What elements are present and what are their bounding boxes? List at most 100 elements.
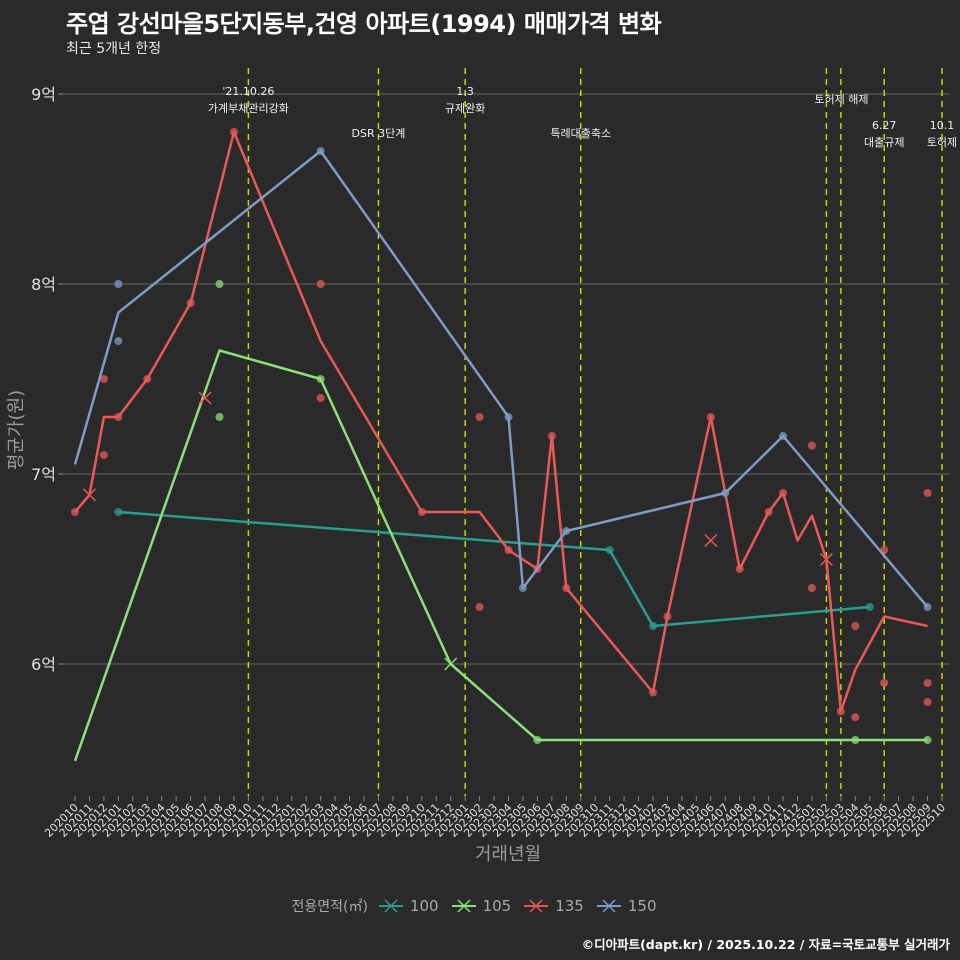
- data-point: [923, 603, 932, 611]
- source-caption: ©디아파트(dapt.kr) / 2025.10.22 / 자료=국토교통부 실…: [581, 937, 950, 952]
- data-point: [836, 707, 845, 716]
- legend-item-150: 150: [596, 896, 661, 916]
- data-point: [114, 413, 123, 421]
- data-point: [114, 508, 123, 516]
- cross-marker: [82, 488, 96, 502]
- policy-label: 10.1: [930, 119, 955, 132]
- data-point: [562, 584, 571, 592]
- cross-line-icon: [596, 899, 621, 913]
- policy-label: '21.10.26: [222, 85, 274, 98]
- y-tick-label: 8억: [31, 275, 56, 294]
- series-100: [114, 508, 874, 630]
- series-105: [73, 280, 932, 762]
- data-point: [721, 489, 730, 497]
- data-point: [923, 736, 932, 744]
- data-point: [649, 622, 657, 630]
- data-point: [851, 713, 860, 722]
- data-point: [316, 375, 325, 383]
- policy-label: 대출규제: [864, 136, 904, 149]
- data-point: [316, 394, 325, 402]
- data-point: [807, 441, 816, 450]
- cross-marker: [444, 657, 458, 671]
- data-point: [851, 736, 860, 744]
- data-point: [114, 280, 123, 288]
- x-axis: 2020102020112020122021012021022021032021…: [42, 796, 948, 840]
- data-point: [215, 280, 224, 288]
- legend-title: 전용면적(㎡): [291, 899, 368, 915]
- x-axis-title: 거래년월: [475, 844, 541, 865]
- data-point: [764, 508, 773, 516]
- series-line: [74, 130, 928, 713]
- y-axis-title: 평균가(원): [6, 390, 27, 470]
- data-point: [562, 527, 571, 535]
- data-point: [417, 508, 426, 516]
- y-tick-label: 7억: [31, 465, 56, 484]
- data-point: [807, 584, 816, 592]
- chart-title: 주엽 강선마을5단지동부,건영 아파트(1994) 매매가격 변화: [66, 10, 662, 38]
- cross-line-icon: [451, 899, 476, 913]
- cross-line-icon: [378, 899, 403, 913]
- legend: 전용면적(㎡) 100 105 135 150: [0, 896, 960, 916]
- legend-label: 150: [627, 897, 657, 915]
- data-point: [316, 147, 325, 155]
- data-point: [99, 375, 108, 383]
- legend-label: 105: [482, 897, 512, 915]
- data-point: [71, 508, 79, 516]
- data-point: [923, 489, 932, 497]
- y-tick-label: 9억: [31, 85, 56, 104]
- data-point: [649, 688, 657, 697]
- data-point: [229, 128, 238, 136]
- data-point: [114, 337, 123, 345]
- data-point: [547, 432, 556, 440]
- data-point: [518, 584, 527, 592]
- data-point: [923, 698, 932, 706]
- data-point: [99, 451, 108, 459]
- policy-label: 6.27: [872, 119, 897, 132]
- policy-label: 특례대출축소: [550, 127, 611, 140]
- policy-label: 가계부채관리강화: [208, 102, 289, 115]
- data-point: [851, 622, 860, 630]
- chart-subtitle: 최근 5개년 한정: [66, 41, 162, 57]
- data-point: [533, 736, 542, 744]
- data-point: [923, 679, 932, 687]
- cross-marker: [198, 391, 212, 405]
- data-point: [779, 489, 788, 497]
- cross-marker: [704, 533, 718, 548]
- policy-label: 규제완화: [445, 102, 485, 115]
- data-point: [215, 413, 224, 421]
- data-point: [504, 546, 513, 554]
- legend-label: 135: [555, 897, 584, 915]
- y-axis: 6억 7억 8억 9억: [31, 85, 63, 674]
- data-point: [186, 299, 195, 307]
- data-point: [316, 280, 325, 288]
- series-150: [73, 147, 932, 611]
- data-point: [779, 432, 788, 440]
- data-series: [71, 128, 932, 762]
- data-point: [663, 612, 672, 621]
- data-point: [706, 413, 715, 421]
- series-135: [71, 128, 932, 722]
- policy-label: DSR 3단계: [352, 127, 406, 140]
- data-point: [880, 679, 889, 687]
- cross-line-icon: [524, 899, 549, 913]
- data-point: [865, 603, 874, 611]
- series-line: [73, 349, 928, 762]
- data-point: [504, 413, 513, 421]
- policy-label: 토허제: [927, 136, 957, 149]
- series-line: [118, 510, 870, 628]
- legend-item-105: 105: [451, 896, 516, 916]
- data-point: [735, 565, 744, 573]
- legend-label: 100: [409, 897, 439, 915]
- grid-lines: [60, 93, 950, 665]
- policy-label: 토허제 해제: [814, 92, 868, 106]
- policy-label: 1.3: [456, 85, 474, 98]
- legend-item-135: 135: [523, 896, 588, 916]
- cross-marker: [819, 552, 833, 567]
- legend-item-100: 100: [378, 896, 443, 916]
- data-point: [475, 413, 484, 421]
- data-point: [143, 375, 152, 383]
- data-point: [605, 546, 614, 554]
- y-tick-label: 6억: [31, 655, 56, 674]
